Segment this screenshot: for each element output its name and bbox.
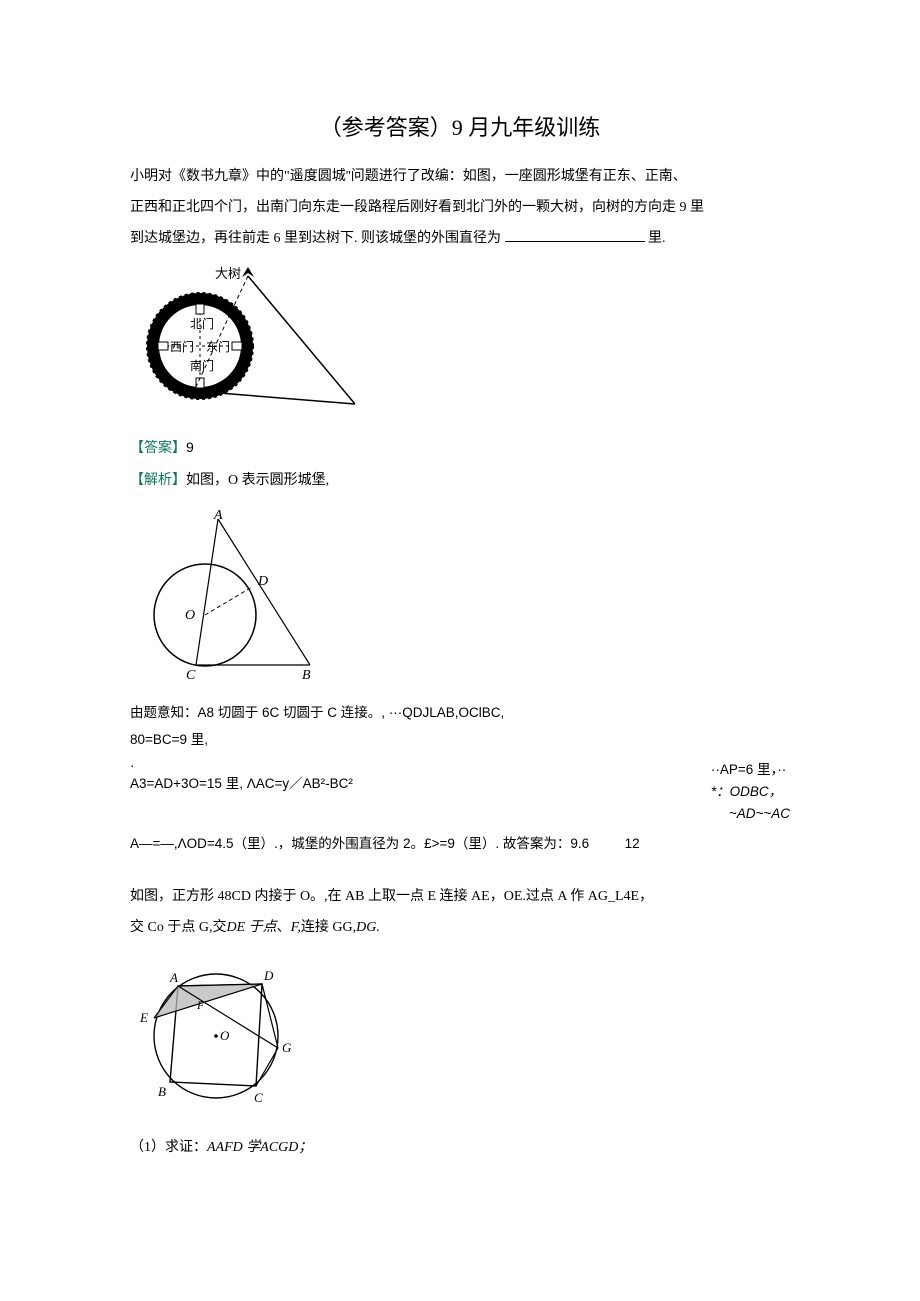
d3-O: O [220, 1028, 230, 1043]
label-north: 北门 [190, 316, 214, 331]
solution-line1: 由题意知：A8 切圆于 6C 切圆于 C 连接。, ···QDJLAB,OClB… [130, 699, 790, 726]
answer-block: 【答案】9 [130, 433, 790, 463]
sol-final-right: 12 [625, 836, 640, 851]
sol-right-3: ~AD~~AC [711, 803, 790, 825]
label-south: 南门 [190, 358, 214, 373]
p2-t2i1: DE 于点 [226, 920, 276, 935]
pt-B: B [302, 668, 311, 682]
solution-final: A—=—,ΛOD=4.5（里）.，城堡的外围直径为 2。£>=9（里）. 故答案… [130, 832, 790, 852]
d3-A: A [169, 970, 178, 985]
sol-right-1: ··AP=6 里，·· [711, 759, 790, 781]
answer-label: 【答案】 [130, 441, 186, 456]
diagram-geometry: A D O C B [130, 507, 790, 687]
answer-blank [505, 228, 645, 242]
label-east: 东门 [206, 339, 230, 354]
d3-B: B [158, 1084, 166, 1099]
p2-t2a: 交 Co 于点 G,交 [130, 920, 226, 935]
solution-line2: 80=BC=9 里, [130, 726, 790, 753]
answer-value: 9 [186, 439, 194, 455]
sol-right-2: *：ODBC， [711, 781, 790, 803]
sol-final-left: A—=—,ΛOD=4.5（里）.，城堡的外围直径为 2。£>=9（里）. 故答案… [130, 836, 589, 851]
analysis-block: 【解析】如图，O 表示圆形城堡, [130, 467, 790, 495]
pt-C: C [186, 668, 196, 682]
p2-t2m: 、 [277, 920, 291, 935]
d3-C: C [254, 1090, 263, 1105]
analysis-text: 如图，O 表示圆形城堡, [186, 473, 329, 488]
d3-E: E [139, 1010, 148, 1025]
p2-t2i3: DG. [356, 920, 380, 935]
problem1-line2: 正西和正北四个门，出南门向东走一段路程后刚好看到北门外的一颗大树，向树的方向走 … [130, 193, 790, 224]
p2-t2e: 连接 GG, [301, 920, 356, 935]
problem2-line2: 交 Co 于点 G,交DE 于点、F,连接 GG,DG. [130, 913, 790, 944]
problem1-text3b: 里. [648, 231, 666, 246]
diagram-castle: 大树 北门 西门 东门 南门 [130, 266, 790, 421]
d3-D: D [263, 968, 274, 983]
p2-t2i2: F, [291, 920, 301, 935]
diagram-square-circle: A D E F O G B C [130, 956, 790, 1121]
sol-left-bullet: · [130, 759, 570, 773]
d3-G: G [282, 1040, 292, 1055]
label-tree: 大树 [215, 266, 241, 281]
problem1-line3: 到达城堡边，再往前走 6 里到达树下. 则该城堡的外围直径为 里. [130, 224, 790, 255]
label-west: 西门 [170, 339, 194, 354]
page-title: （参考答案）9 月九年级训练 [130, 110, 790, 142]
problem2-line1: 如图，正方形 48CD 内接于 O。,在 AB 上取一点 E 连接 AE，OE.… [130, 882, 790, 913]
solution-row: · A3=AD+3O=15 里, ΛAC=y／AB²-BC² ··AP=6 里，… [130, 759, 790, 824]
pt-O: O [185, 608, 195, 623]
q1-italic: AAFD 学ACGD； [207, 1140, 312, 1155]
sol-left-body: A3=AD+3O=15 里, ΛAC=y／AB²-BC² [130, 773, 570, 795]
pt-D: D [257, 574, 268, 589]
problem1-line1: 小明对《数书九章》中的"遥度圆城''问题进行了改编：如图，一座圆形城堡有正东、正… [130, 162, 790, 193]
d3-F: F [196, 998, 205, 1012]
pt-A: A [213, 508, 223, 523]
problem1-text3a: 到达城堡边，再往前走 6 里到达树下. 则该城堡的外围直径为 [130, 231, 501, 246]
q1-prefix: （1）求证： [130, 1140, 207, 1155]
analysis-label: 【解析】 [130, 473, 186, 488]
question1: （1）求证：AAFD 学ACGD； [130, 1133, 790, 1164]
